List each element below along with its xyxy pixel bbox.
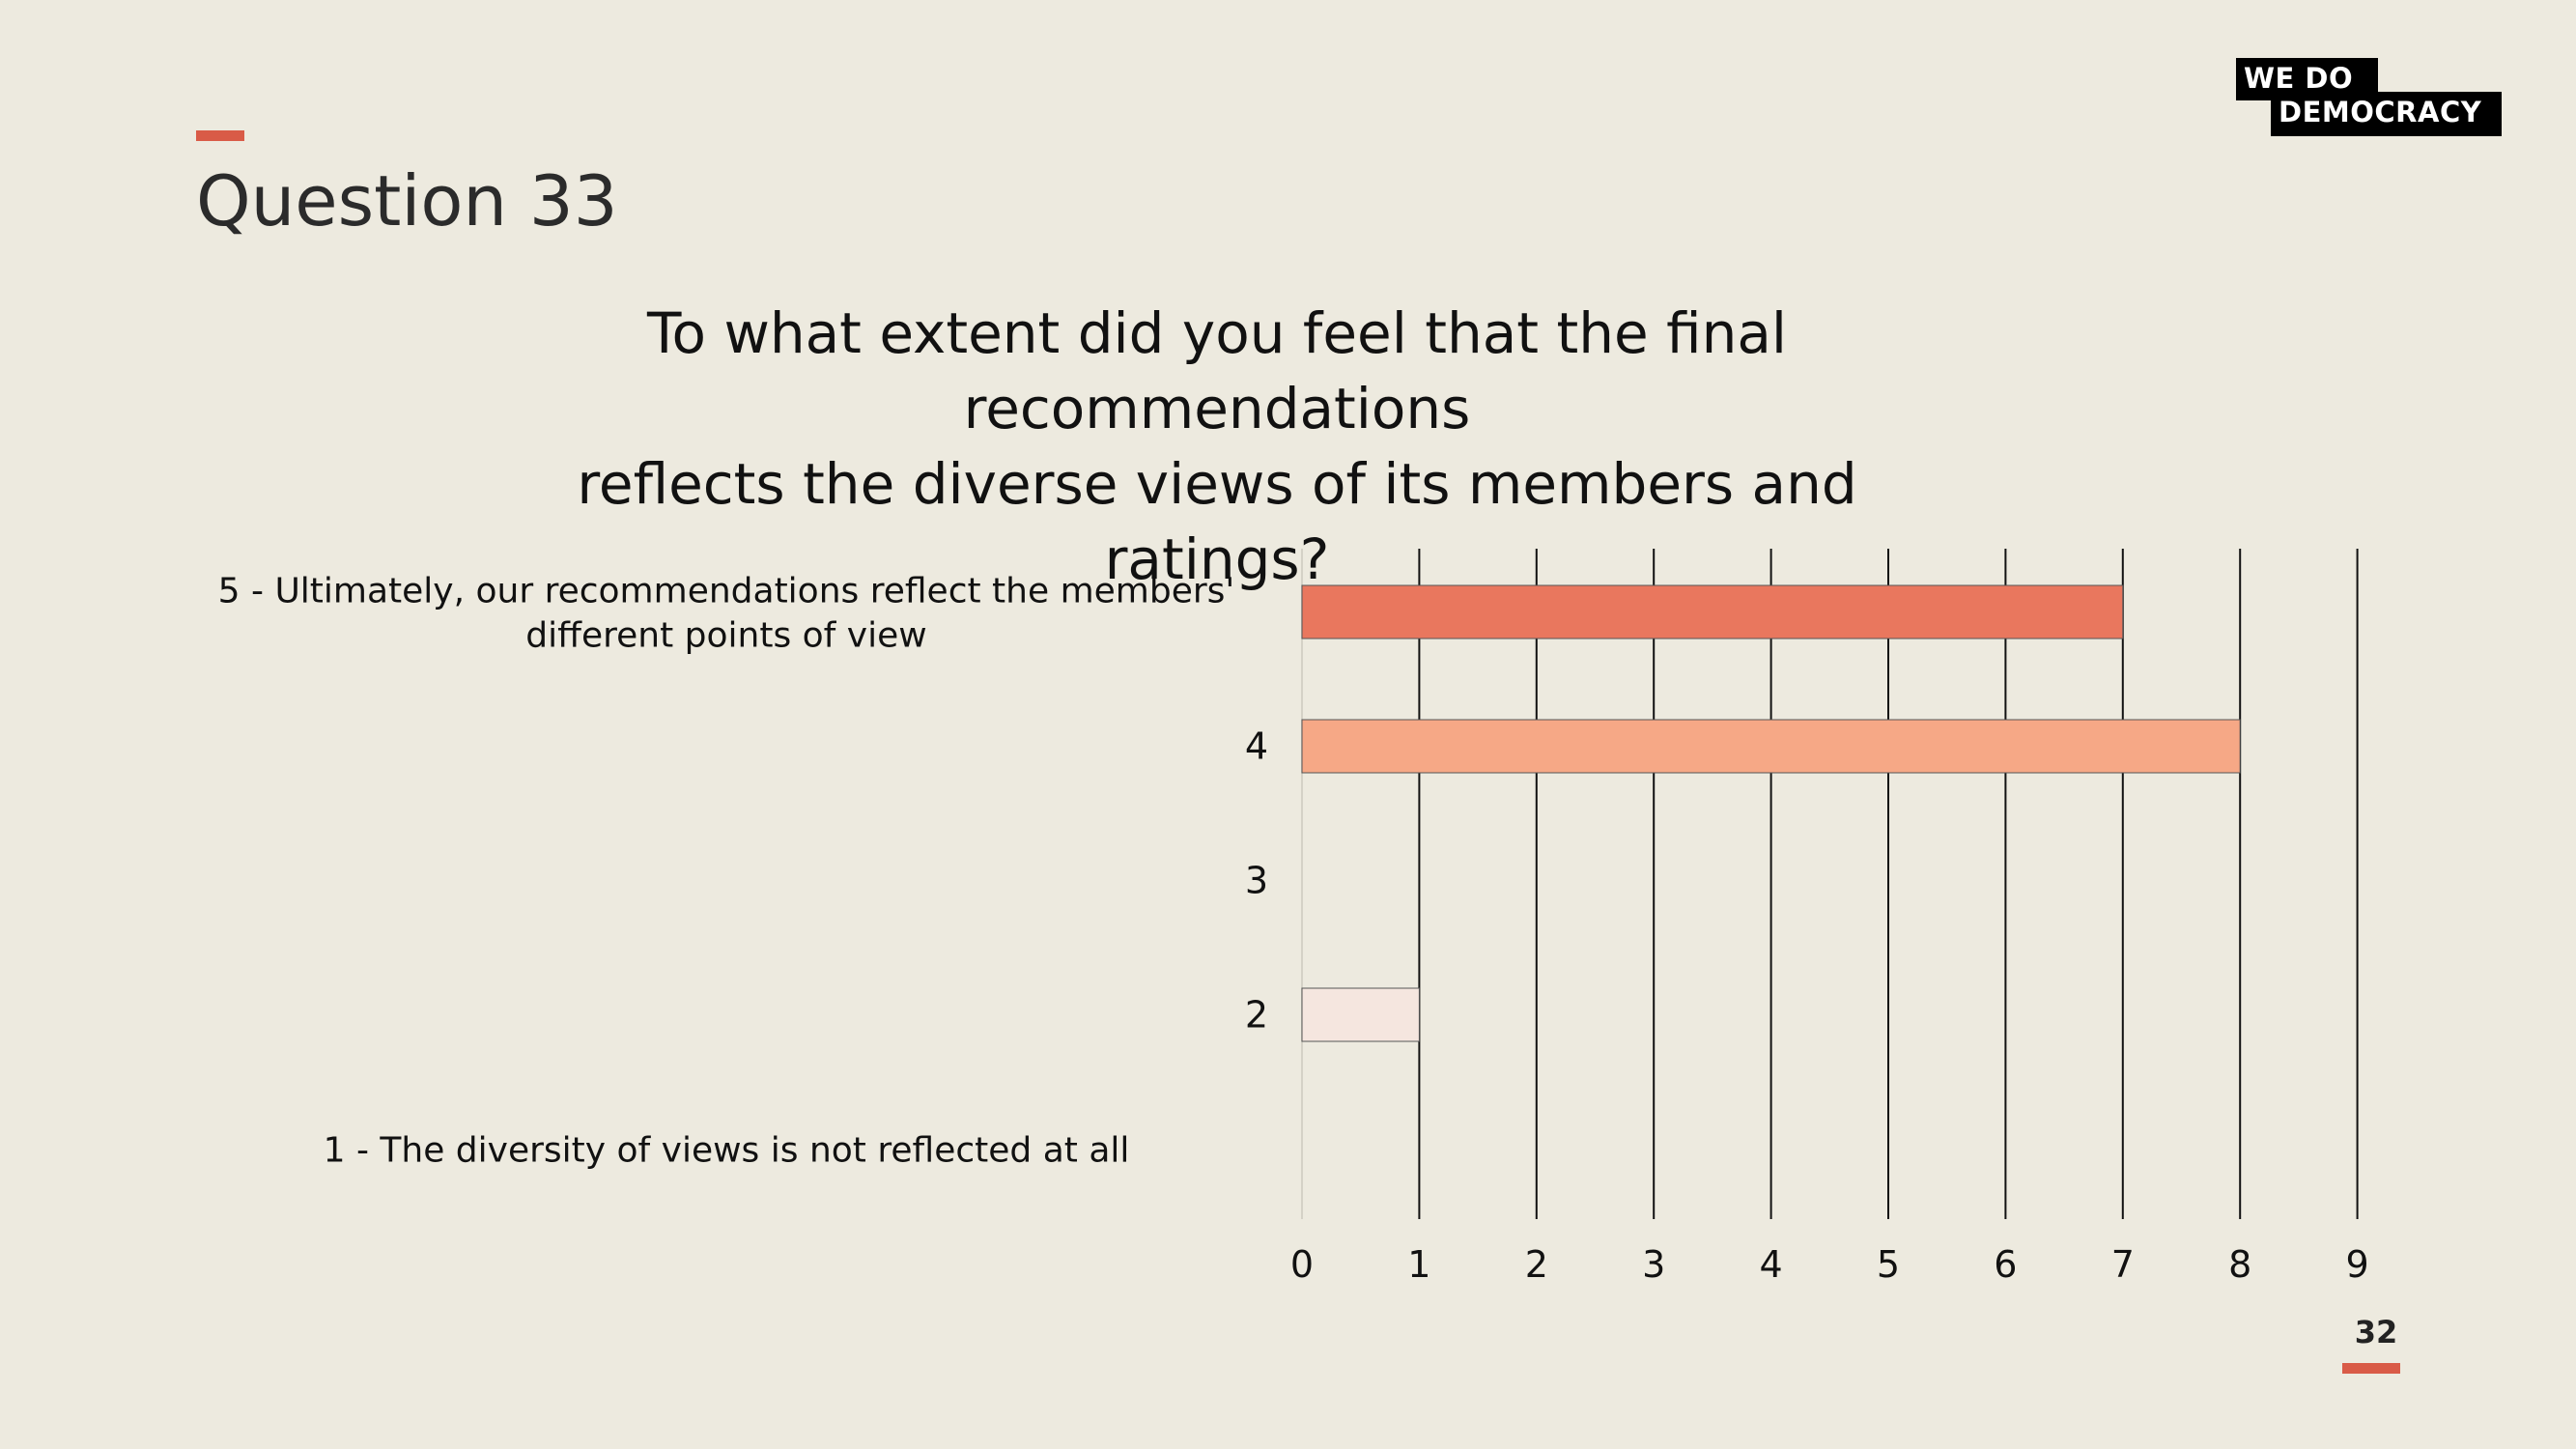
question-line: reflects the diverse views of its member… [577, 451, 1857, 517]
category-label: 5 - Ultimately, our recommendations refl… [218, 572, 1235, 656]
x-tick-label: 7 [2111, 1243, 2135, 1286]
bar [1301, 987, 1420, 1042]
x-tick-label: 4 [1760, 1243, 1783, 1286]
category-label: 1 - The diversity of views is not reflec… [324, 1131, 1130, 1171]
x-tick-label: 3 [1642, 1243, 1665, 1286]
page-accent-bar [2342, 1363, 2400, 1374]
page-number: 32 [2354, 1314, 2398, 1350]
category-label: 4 [1245, 725, 1268, 768]
bar [1301, 584, 2124, 639]
x-tick-label: 9 [2346, 1243, 2369, 1286]
question-line: ratings? [1104, 526, 1330, 592]
gridlines [1301, 549, 2359, 1219]
page-title: Question 33 [196, 160, 618, 242]
we-do-democracy-logo: WE DO DEMOCRACY [2236, 58, 2502, 137]
x-tick-label: 8 [2228, 1243, 2251, 1286]
question-line: To what extent did you feel that the fin… [646, 300, 1788, 441]
question-text: To what extent did you feel that the fin… [425, 296, 2009, 597]
category-label: 2 [1245, 994, 1268, 1037]
category-labels: 5 - Ultimately, our recommendations refl… [218, 572, 1268, 1171]
x-tick-label: 5 [1877, 1243, 1900, 1286]
bars [1301, 584, 2241, 1042]
bar [1301, 719, 2241, 774]
category-label: 3 [1245, 860, 1268, 902]
logo-line-2: DEMOCRACY [2271, 92, 2502, 136]
x-tick-label: 2 [1525, 1243, 1548, 1286]
x-tick-label: 6 [1994, 1243, 2017, 1286]
x-tick-labels: 0 1 2 3 4 5 6 7 8 9 [1290, 1243, 2369, 1286]
x-tick-label: 1 [1407, 1243, 1430, 1286]
x-tick-label: 0 [1290, 1243, 1314, 1286]
title-accent-bar [196, 130, 244, 141]
